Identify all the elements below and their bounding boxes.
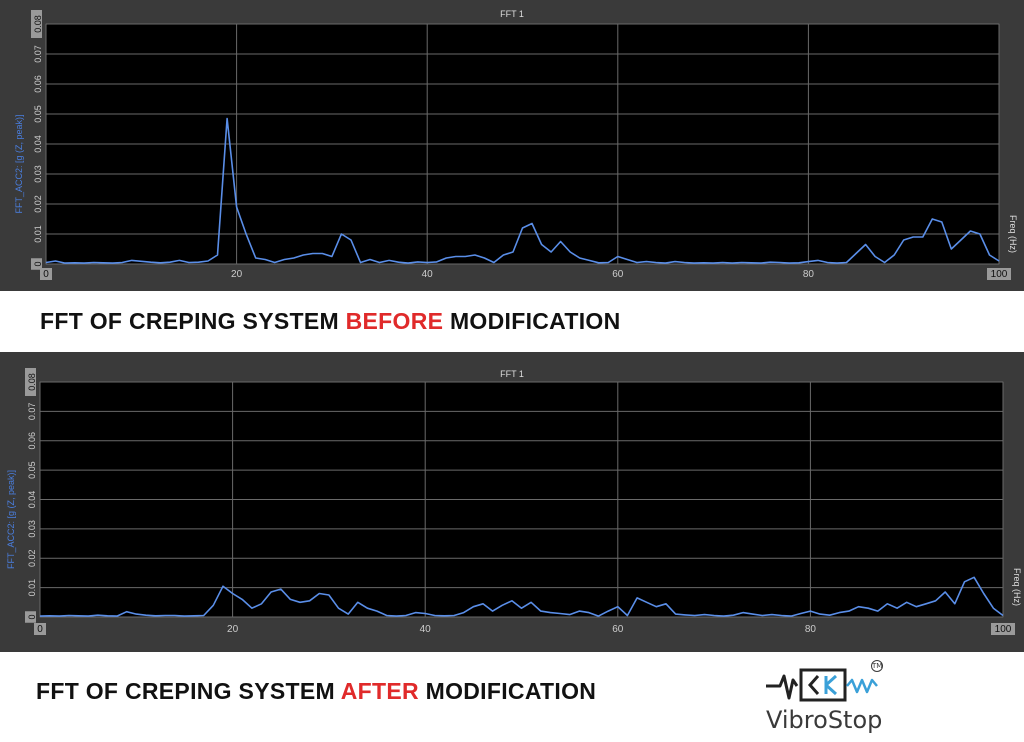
- x-axis-label: Freq (Hz): [1012, 568, 1022, 606]
- y-tick-label: 0.05: [27, 461, 37, 479]
- series-line: [39, 576, 1004, 617]
- x-tick-label: 20: [231, 269, 243, 280]
- x-tick-label: 0: [37, 624, 43, 635]
- x-axis-label: Freq (Hz): [1008, 215, 1018, 253]
- y-tick-label: 0.02: [27, 549, 37, 567]
- fft-chart-after-svg: FFT 1 0 20 40 60 80 100 0 0.01 0.02 0.03 0.04 0.05 0.…: [6, 368, 1022, 635]
- caption-before: FFT OF CREPING SYSTEM BEFORE MODIFICATIO…: [40, 308, 621, 335]
- y-tick-label: 0.04: [33, 135, 43, 153]
- y-tick-label: 0.03: [27, 520, 37, 538]
- y-tick-label: 0.01: [33, 225, 43, 243]
- trademark-mark: TM: [871, 660, 883, 672]
- x-tick-box: [40, 268, 52, 280]
- x-tick-label: 60: [612, 269, 624, 280]
- x-tick-label: 60: [612, 624, 624, 635]
- y-tick-label: 0.07: [33, 45, 43, 63]
- caption-after-suffix: MODIFICATION: [418, 678, 597, 704]
- vibrostop-logo-icon: [766, 668, 878, 702]
- y-tick-label: 0.03: [33, 165, 43, 183]
- caption-before-suffix: MODIFICATION: [443, 308, 621, 334]
- y-tick-label: 0.01: [27, 579, 37, 597]
- y-tick-label: 0.08: [33, 15, 43, 33]
- caption-after: FFT OF CREPING SYSTEM AFTER MODIFICATION: [36, 678, 596, 705]
- y-axis-label: FFT_ACC2: [g (Z, peak)]: [6, 470, 16, 569]
- logo-text: VibroStop: [766, 706, 883, 734]
- y-tick-label: 0: [27, 614, 37, 619]
- x-tick-box: [987, 268, 1011, 280]
- series-line: [45, 117, 1000, 264]
- caption-after-prefix: FFT OF CREPING SYSTEM: [36, 678, 341, 704]
- x-tick-label: 100: [991, 269, 1008, 280]
- fft-chart-before-svg: FFT 1 0 20 40 60 80 100 0 0.01 0.02 0.03 0.04 0.05 0.…: [14, 9, 1018, 280]
- y-tick-label: 0.06: [27, 432, 37, 450]
- x-tick-label: 80: [805, 624, 817, 635]
- y-tick-label: 0.06: [33, 75, 43, 93]
- x-tick-box: [34, 623, 46, 635]
- x-tick-label: 0: [43, 269, 49, 280]
- y-tick-box: [25, 611, 36, 623]
- y-axis-label: FFT_ACC2: [g (Z, peak)]: [14, 114, 24, 213]
- x-tick-label: 40: [420, 624, 432, 635]
- x-tick-label: 20: [227, 624, 239, 635]
- x-tick-label: 40: [422, 269, 434, 280]
- fft-chart-before: FFT 1 0 20 40 60 80 100 0 0.01 0.02 0.03 0.04 0.05 0.…: [0, 0, 1024, 291]
- x-tick-box: [991, 623, 1015, 635]
- x-tick-label: 100: [995, 624, 1012, 635]
- y-tick-label: 0.08: [27, 373, 37, 391]
- chart-title: FFT 1: [500, 9, 524, 19]
- y-tick-label: 0.02: [33, 195, 43, 213]
- caption-before-prefix: FFT OF CREPING SYSTEM: [40, 308, 346, 334]
- fft-chart-after: FFT 1 0 20 40 60 80 100 0 0.01 0.02 0.03 0.04 0.05 0.…: [0, 352, 1024, 652]
- caption-after-highlight: AFTER: [340, 678, 419, 704]
- y-tick-box: [31, 10, 42, 38]
- y-tick-label: 0.05: [33, 105, 43, 123]
- y-tick-box: [31, 258, 42, 270]
- y-tick-label: 0.07: [27, 403, 37, 421]
- y-tick-label: 0: [33, 261, 43, 266]
- x-tick-label: 80: [803, 269, 815, 280]
- caption-before-highlight: BEFORE: [345, 308, 444, 334]
- y-tick-box: [25, 368, 36, 396]
- chart-title: FFT 1: [500, 369, 524, 379]
- y-tick-label: 0.04: [27, 491, 37, 509]
